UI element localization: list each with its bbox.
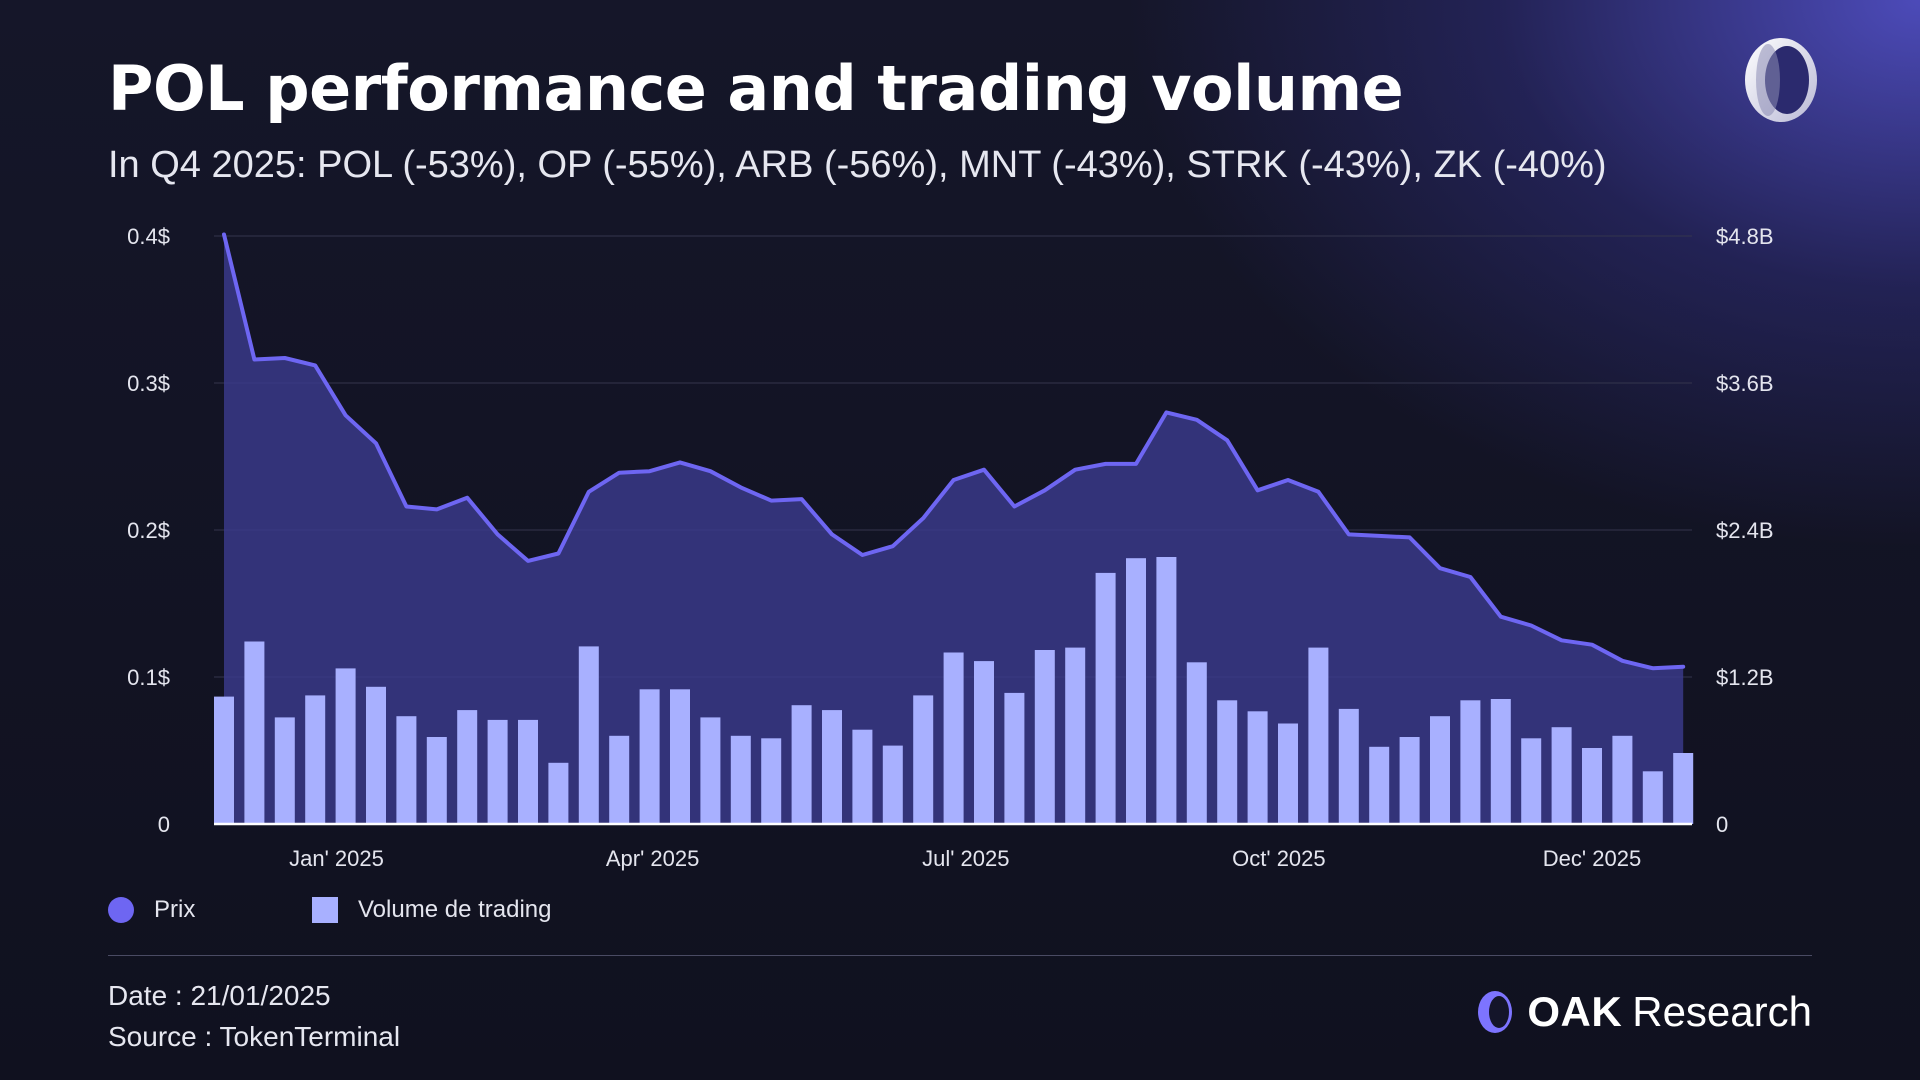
volume-bar xyxy=(1338,708,1359,824)
volume-bar xyxy=(1642,771,1663,824)
volume-bar xyxy=(366,686,386,824)
volume-bar xyxy=(670,689,690,825)
volume-bar xyxy=(274,717,295,824)
volume-bar xyxy=(791,705,812,824)
volume-bar xyxy=(913,695,934,824)
volume-bar xyxy=(396,716,417,824)
volume-bar xyxy=(487,719,508,824)
volume-bar xyxy=(974,661,994,824)
price-line xyxy=(222,232,1686,671)
volume-bar xyxy=(1095,572,1116,824)
volume-bar xyxy=(882,745,903,824)
volume-bar xyxy=(1521,738,1542,825)
y-left-tick-label: 0 xyxy=(158,812,170,837)
brand-suffix: Research xyxy=(1632,988,1812,1035)
y-right-tick-label: $3.6B xyxy=(1716,371,1774,396)
volume-bar xyxy=(1308,647,1329,824)
volume-bar xyxy=(700,717,721,824)
volume-bar xyxy=(426,737,447,824)
y-left-tick-label: 0.4$ xyxy=(127,224,170,249)
volume-bar xyxy=(1156,557,1177,824)
y-right-tick-label: $4.8B xyxy=(1716,224,1774,249)
price-line-layer xyxy=(222,232,1686,671)
volume-bar xyxy=(943,652,964,824)
footer-date: Date : 21/01/2025 xyxy=(108,980,331,1011)
volume-bar xyxy=(1126,558,1146,824)
footer-divider xyxy=(108,955,1812,956)
y-right-tick-label: $1.2B xyxy=(1716,665,1774,690)
volume-bar xyxy=(1004,692,1025,824)
chart-title: POL performance and trading volume xyxy=(108,52,1404,125)
volume-bar xyxy=(609,735,630,824)
volume-bar xyxy=(1034,650,1055,824)
volume-bar xyxy=(1065,647,1086,824)
x-tick-label: Dec' 2025 xyxy=(1543,846,1641,871)
legend-price-label: Prix xyxy=(154,896,196,923)
legend-volume-label: Volume de trading xyxy=(358,896,552,923)
volume-bar xyxy=(1399,737,1420,824)
volume-bar xyxy=(1247,711,1268,824)
volume-bar xyxy=(1582,748,1602,824)
volume-bar xyxy=(852,729,873,824)
x-tick-label: Oct' 2025 xyxy=(1232,846,1325,871)
volume-bar xyxy=(1278,723,1298,824)
volume-bar xyxy=(1217,700,1238,824)
volume-bar xyxy=(548,762,569,825)
volume-bar xyxy=(457,710,478,824)
x-tick-label: Jan' 2025 xyxy=(289,846,384,871)
volume-bar xyxy=(214,696,234,824)
y-right-tick-label: 0 xyxy=(1716,812,1728,837)
volume-bar xyxy=(244,641,265,824)
volume-bar xyxy=(1369,746,1390,824)
y-left-tick-label: 0.1$ xyxy=(127,665,170,690)
brand-name: OAK xyxy=(1527,988,1623,1035)
volume-bar xyxy=(1612,735,1633,824)
footer-source: Source : TokenTerminal xyxy=(108,1021,401,1052)
volume-bar xyxy=(335,668,356,824)
volume-bar xyxy=(730,735,751,824)
axes: 0 0 0.1$ $1.2B 0.2$ $2.4B 0.3$ $3.6B 0.4$ $4.8B Ja… xyxy=(127,224,1773,871)
brand-logo: OAK Research xyxy=(1475,988,1812,1036)
volume-bar xyxy=(1490,699,1511,824)
x-tick-label: Apr' 2025 xyxy=(606,846,700,871)
x-tick-label: Jul' 2025 xyxy=(922,846,1009,871)
volume-bar xyxy=(578,646,599,824)
chart-subtitle: In Q4 2025: POL (-53%), OP (-55%), ARB (… xyxy=(108,144,1607,186)
legend-item-price: Prix xyxy=(108,896,195,924)
legend-price-dot-icon xyxy=(108,897,134,923)
volume-bar xyxy=(1673,753,1694,824)
y-left-tick-label: 0.3$ xyxy=(127,371,170,396)
oak-ring-small-icon xyxy=(1478,991,1513,1033)
legend-volume-square-icon xyxy=(312,897,338,923)
volume-bar xyxy=(1460,700,1481,824)
volume-bar xyxy=(1186,662,1207,824)
volume-bar xyxy=(305,695,326,824)
volume-bars xyxy=(214,557,1694,825)
legend-item-volume: Volume de trading xyxy=(312,896,551,924)
volume-bar xyxy=(1551,727,1572,824)
volume-bar xyxy=(518,719,538,824)
volume-bar xyxy=(1430,716,1450,824)
volume-bar xyxy=(639,689,660,825)
y-right-tick-label: $2.4B xyxy=(1716,518,1774,543)
volume-bar xyxy=(822,710,842,824)
volume-bar xyxy=(761,738,782,825)
oak-ring-icon xyxy=(1745,38,1817,122)
y-left-tick-label: 0.2$ xyxy=(127,518,170,543)
